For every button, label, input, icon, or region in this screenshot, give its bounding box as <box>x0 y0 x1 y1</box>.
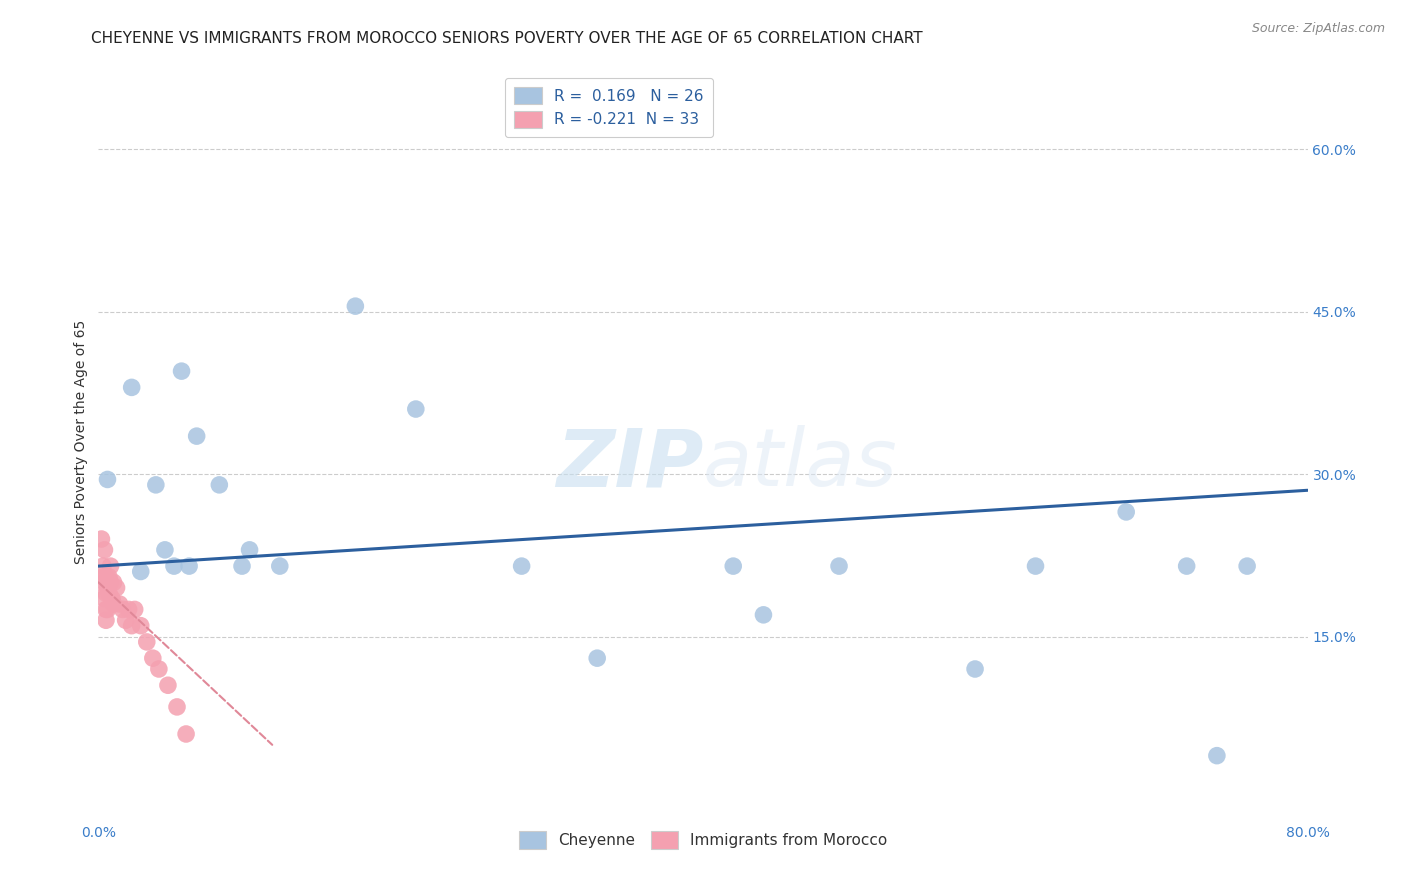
Y-axis label: Seniors Poverty Over the Age of 65: Seniors Poverty Over the Age of 65 <box>75 319 89 564</box>
Point <box>93 575 115 590</box>
Point <box>510 559 533 574</box>
Text: ZIP: ZIP <box>555 425 703 503</box>
Text: atlas: atlas <box>703 425 898 503</box>
Point <box>118 602 141 616</box>
Point <box>723 559 745 574</box>
Point <box>103 575 125 590</box>
Point <box>90 532 112 546</box>
Legend: Cheyenne, Immigrants from Morocco: Cheyenne, Immigrants from Morocco <box>512 825 894 855</box>
Point <box>174 727 197 741</box>
Point <box>94 586 117 600</box>
Point <box>114 613 136 627</box>
Point <box>93 591 115 606</box>
Point <box>94 602 117 616</box>
Point <box>100 575 122 590</box>
Point <box>269 559 291 574</box>
Point <box>153 542 176 557</box>
Point <box>129 618 152 632</box>
Point <box>100 559 122 574</box>
Point <box>405 402 427 417</box>
Point <box>1024 559 1046 574</box>
Point <box>344 299 367 313</box>
Point <box>163 559 186 574</box>
Point <box>145 478 167 492</box>
Point <box>96 581 118 595</box>
Point <box>98 570 121 584</box>
Point <box>93 542 115 557</box>
Point <box>1206 748 1229 763</box>
Point <box>239 542 262 557</box>
Point <box>101 591 124 606</box>
Text: Source: ZipAtlas.com: Source: ZipAtlas.com <box>1251 22 1385 36</box>
Point <box>586 651 609 665</box>
Point <box>186 429 208 443</box>
Point <box>179 559 201 574</box>
Point <box>965 662 987 676</box>
Point <box>121 618 143 632</box>
Point <box>752 607 775 622</box>
Point <box>156 678 179 692</box>
Text: CHEYENNE VS IMMIGRANTS FROM MOROCCO SENIORS POVERTY OVER THE AGE OF 65 CORRELATI: CHEYENNE VS IMMIGRANTS FROM MOROCCO SENI… <box>91 31 922 46</box>
Point <box>121 380 143 394</box>
Point <box>105 581 128 595</box>
Point <box>98 586 121 600</box>
Point <box>111 602 134 616</box>
Point <box>96 473 118 487</box>
Point <box>103 597 125 611</box>
Point <box>96 602 118 616</box>
Point <box>108 597 131 611</box>
Point <box>166 699 188 714</box>
Point <box>94 613 117 627</box>
Point <box>231 559 253 574</box>
Point <box>124 602 146 616</box>
Point <box>91 559 114 574</box>
Point <box>135 635 157 649</box>
Point <box>828 559 851 574</box>
Point <box>94 570 117 584</box>
Point <box>148 662 170 676</box>
Point <box>1175 559 1198 574</box>
Point <box>91 570 114 584</box>
Point <box>208 478 231 492</box>
Point <box>1236 559 1258 574</box>
Point <box>170 364 193 378</box>
Point <box>142 651 165 665</box>
Point <box>1115 505 1137 519</box>
Point <box>129 565 152 579</box>
